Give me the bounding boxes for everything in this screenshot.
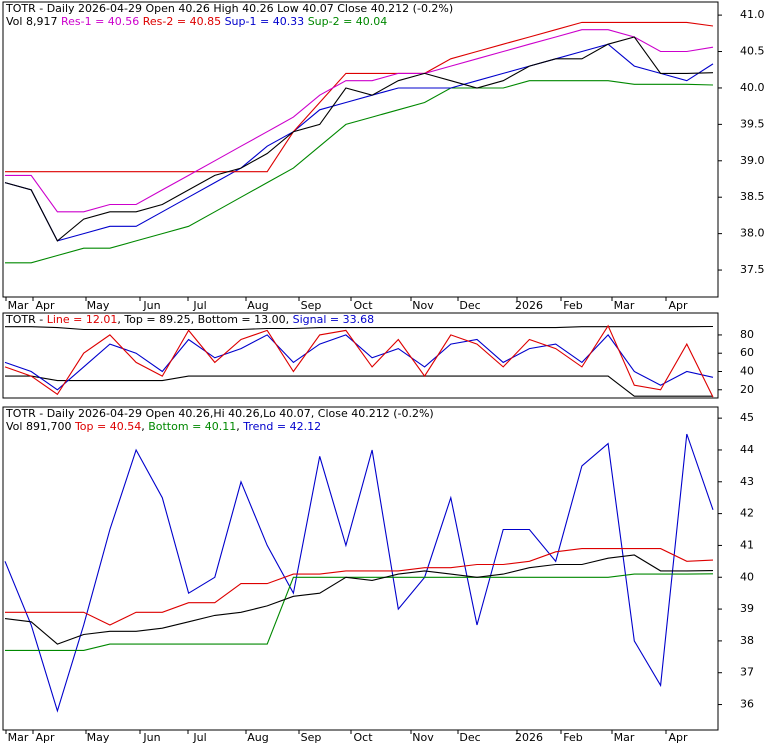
x-tick-label: Apr [35, 731, 55, 744]
x-tick-label: Feb [563, 299, 582, 312]
header-part: Top = 40.54 [74, 420, 141, 433]
series-line [4, 36, 714, 242]
series-line [5, 21, 714, 173]
x-tick-label: Jul [192, 731, 206, 744]
y-tick-label: 38.0 [740, 227, 765, 240]
x-tick-label: 2026 [515, 299, 543, 312]
y-tick-label: 43 [740, 475, 754, 488]
y-tick-label: 42 [740, 507, 754, 520]
x-tick-label: Mar [614, 299, 635, 312]
series-line [4, 324, 714, 398]
header-part: Trend = 42.12 [242, 420, 321, 433]
panel-frame [2, 406, 719, 731]
x-tick-label: Mar [614, 731, 635, 744]
series-line [5, 29, 714, 213]
x-tick-label: Apr [668, 731, 688, 744]
y-tick-label: 40 [740, 570, 754, 583]
panel-frame [2, 312, 719, 399]
series-line [5, 548, 714, 626]
x-tick-label: May [87, 731, 110, 744]
series-line [5, 573, 714, 651]
y-tick-label: 36 [740, 698, 754, 711]
panel-header: TOTR - Daily 2026-04-29 Open 40.26 High … [5, 2, 453, 15]
header-part: TOTR - [5, 313, 47, 326]
header-part: Sup-2 = 40.04 [308, 15, 388, 28]
x-tick-label: Aug [247, 299, 268, 312]
panel-header: TOTR - Line = 12.01, Top = 89.25, Bottom… [5, 313, 374, 326]
y-tick-label: 37 [740, 666, 754, 679]
series-line [5, 375, 713, 397]
x-tick-label: Mar [8, 299, 29, 312]
series-line [5, 325, 714, 331]
series-line [4, 433, 714, 713]
x-tick-label: May [87, 299, 110, 312]
panel-header: Vol 891,700 Top = 40.54, Bottom = 40.11,… [6, 420, 321, 433]
x-tick-label: Jun [142, 731, 160, 744]
header-part: TOTR - Daily 2026-04-29 Open 40.26,Hi 40… [5, 407, 434, 420]
x-tick-label: Nov [412, 299, 434, 312]
y-tick-label: 37.5 [740, 263, 765, 276]
panel-header: TOTR - Daily 2026-04-29 Open 40.26,Hi 40… [5, 407, 434, 420]
x-tick-label: Apr [35, 299, 55, 312]
header-part: , Top = 89.25, Bottom = 13.00, [117, 313, 292, 326]
y-tick-label: 39 [740, 602, 754, 615]
header-part: , [236, 420, 243, 433]
x-tick-label: Dec [459, 731, 480, 744]
header-part: Res-1 = 40.56 [61, 15, 143, 28]
panel-frame [2, 1, 719, 298]
x-tick-label: 2026 [515, 731, 543, 744]
header-part: Res-2 = 40.85 [143, 15, 225, 28]
series-line [4, 554, 714, 645]
y-tick-label: 38 [740, 634, 754, 647]
header-part: Sup-1 = 40.33 [225, 15, 308, 28]
y-tick-label: 60 [740, 346, 754, 359]
header-part: TOTR - Daily 2026-04-29 Open 40.26 High … [5, 2, 453, 15]
y-tick-label: 40.5 [740, 45, 765, 58]
x-tick-label: Dec [459, 299, 480, 312]
header-part: Vol 8,917 [6, 15, 61, 28]
x-tick-label: Nov [412, 731, 434, 744]
panel-header: Vol 8,917 Res-1 = 40.56 Res-2 = 40.85 Su… [6, 15, 387, 28]
y-tick-label: 38.5 [740, 190, 765, 203]
x-tick-label: Jul [192, 299, 206, 312]
header-part: Bottom = 40.11 [148, 420, 236, 433]
y-tick-label: 44 [740, 443, 754, 456]
y-tick-label: 40 [740, 364, 754, 377]
x-tick-label: Sep [301, 731, 322, 744]
y-tick-label: 20 [740, 383, 754, 396]
x-tick-label: Oct [353, 731, 373, 744]
y-tick-label: 80 [740, 328, 754, 341]
series-line [4, 43, 714, 242]
y-tick-label: 40.0 [740, 81, 765, 94]
y-tick-label: 45 [740, 411, 754, 424]
y-tick-label: 39.5 [740, 117, 765, 130]
x-tick-label: Oct [353, 299, 373, 312]
y-tick-label: 41 [740, 538, 754, 551]
series-line [4, 334, 714, 391]
x-tick-label: Mar [8, 731, 29, 744]
x-tick-label: Feb [563, 731, 582, 744]
header-part: Signal = 33.68 [293, 313, 375, 326]
x-tick-label: Aug [247, 731, 268, 744]
header-part: Line = 12.01 [47, 313, 118, 326]
header-part: Vol 891,700 [6, 420, 75, 433]
y-tick-label: 41.0 [740, 8, 765, 21]
x-tick-label: Sep [301, 299, 322, 312]
x-tick-label: Apr [668, 299, 688, 312]
x-tick-label: Jun [142, 299, 160, 312]
header-part: , [141, 420, 148, 433]
series-line [5, 80, 714, 264]
y-tick-label: 39.0 [740, 154, 765, 167]
